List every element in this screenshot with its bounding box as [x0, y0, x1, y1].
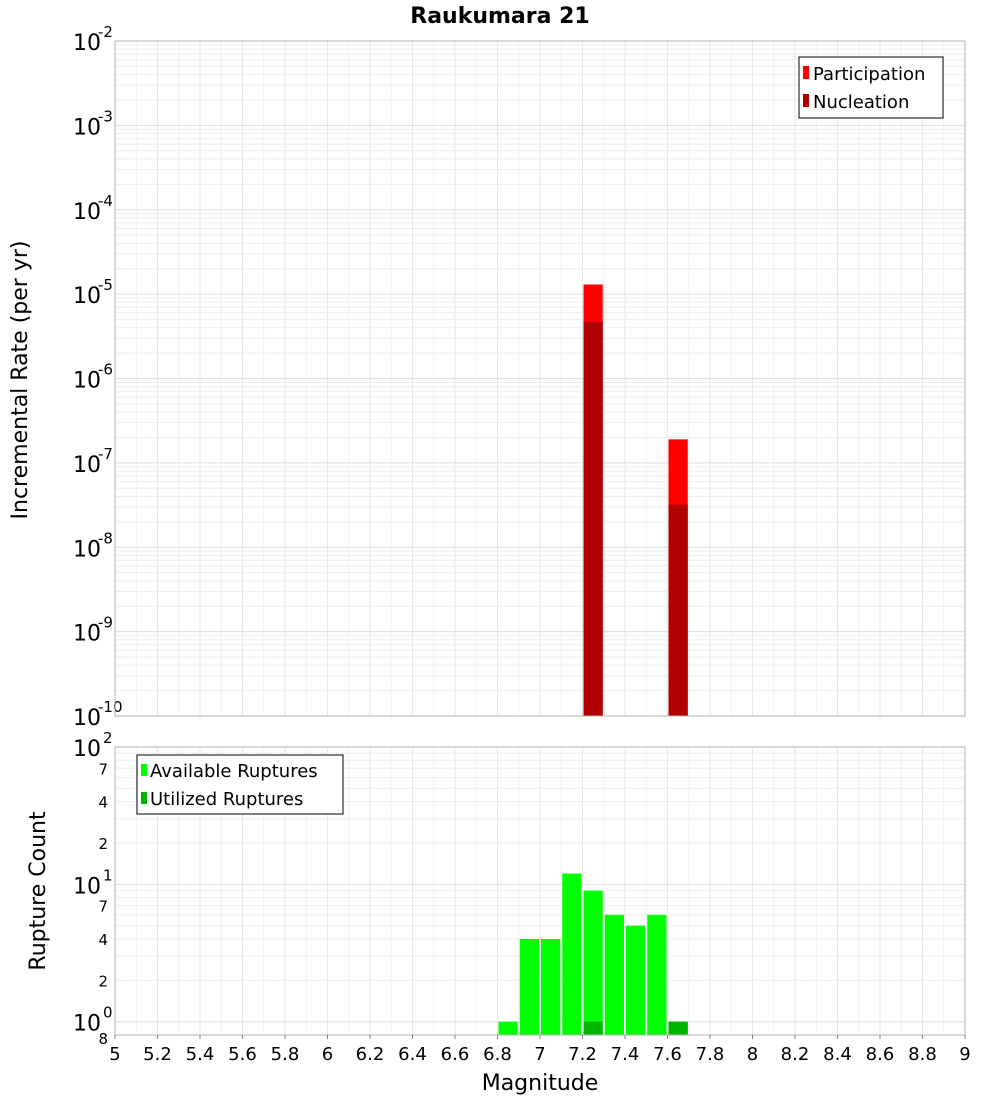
x-tick-label: 5.4	[186, 1044, 215, 1065]
x-tick-label: 5.6	[228, 1044, 257, 1065]
y-tick-label: 10	[73, 1012, 101, 1037]
y-minor-tick-label: 8	[98, 1030, 108, 1048]
x-axis-label: Magnitude	[482, 1071, 599, 1096]
available-ruptures-bar	[626, 925, 646, 1035]
y-tick-label: 10	[73, 874, 101, 899]
utilized-ruptures-bar	[668, 1021, 688, 1035]
bottom-grid	[114, 747, 966, 1035]
y-tick-exponent: -8	[98, 529, 113, 547]
y-tick-exponent: -2	[98, 23, 113, 41]
x-tick-label: 8.4	[823, 1044, 852, 1065]
available-ruptures-bar	[583, 890, 603, 1035]
y-tick-exponent: 1	[103, 866, 113, 884]
y-tick-exponent: -5	[98, 276, 113, 294]
y-minor-tick-label: 4	[98, 931, 108, 949]
top-legend: Participation Nucleation	[798, 56, 944, 119]
y-tick-exponent: -6	[98, 361, 113, 379]
y-tick-exponent: -7	[98, 445, 113, 463]
y-tick-label: 10	[73, 284, 101, 309]
chart-title: Raukumara 21	[410, 4, 589, 29]
legend-available-swatch	[141, 764, 147, 776]
nucleation-bar	[668, 504, 688, 716]
x-tick-label: 7.8	[696, 1044, 725, 1065]
x-tick-label: 7	[534, 1044, 545, 1065]
legend-nucleation-label: Nucleation	[813, 92, 909, 113]
legend-available-label: Available Ruptures	[150, 761, 318, 782]
y-tick-label: 10	[73, 31, 101, 56]
y-tick-exponent: -10	[98, 698, 123, 716]
x-tick-label: 8.2	[781, 1044, 810, 1065]
x-tick-label: 6.8	[483, 1044, 512, 1065]
x-tick-label: 6.6	[441, 1044, 470, 1065]
y-tick-label: 10	[73, 622, 101, 647]
available-ruptures-bar	[498, 1021, 518, 1035]
y-minor-tick-label: 4	[98, 794, 108, 812]
y-tick-label: 10	[73, 706, 101, 731]
top-plot-border	[114, 40, 966, 717]
available-ruptures-bar	[519, 939, 539, 1035]
x-tick-label: 6.2	[356, 1044, 385, 1065]
y-tick-label: 10	[73, 737, 101, 762]
x-tick-label: 5.8	[271, 1044, 300, 1065]
x-tick-label: 7.2	[568, 1044, 597, 1065]
x-tick-label: 6	[322, 1044, 333, 1065]
top-bars	[583, 284, 688, 716]
y-tick-label: 10	[73, 200, 101, 225]
top-grid	[114, 41, 966, 717]
bottom-legend: Available Ruptures Utilized Ruptures	[136, 754, 344, 815]
x-tick-label: 8	[747, 1044, 758, 1065]
legend-utilized-swatch	[141, 792, 147, 804]
x-tick-label: 5.2	[143, 1044, 172, 1065]
top-y-axis-label: Incremental Rate (per yr)	[8, 241, 33, 520]
y-tick-exponent: 2	[103, 729, 113, 747]
y-minor-tick-label: 2	[98, 972, 108, 990]
y-tick-label: 10	[73, 453, 101, 478]
x-tick-label: 9	[959, 1044, 970, 1065]
available-ruptures-bar	[647, 914, 667, 1035]
available-ruptures-bar	[562, 873, 582, 1035]
utilized-ruptures-bar	[583, 1021, 603, 1035]
top-legend-box	[798, 56, 944, 119]
x-tick-label: 6.4	[398, 1044, 427, 1065]
x-ticks: 5 5.2 5.4 5.6 5.8 6 6.2 6.4 6.6 6.8 7 7.2 7.4 7.6 7.8 8…	[109, 1035, 971, 1065]
y-minor-tick-label: 2	[98, 835, 108, 853]
legend-nucleation-swatch	[803, 94, 809, 107]
available-ruptures-bar	[541, 939, 561, 1035]
y-tick-label: 10	[73, 115, 101, 140]
x-tick-label: 8.6	[866, 1044, 895, 1065]
x-tick-label: 7.6	[653, 1044, 682, 1065]
legend-participation-swatch	[803, 66, 809, 79]
available-ruptures-bar	[604, 914, 624, 1035]
x-tick-label: 7.4	[611, 1044, 640, 1065]
y-tick-exponent: -4	[98, 192, 113, 210]
y-tick-exponent: 0	[103, 1004, 113, 1022]
y-tick-exponent: -3	[98, 107, 113, 125]
bottom-bars	[498, 873, 688, 1035]
x-tick-label: 8.8	[908, 1044, 937, 1065]
legend-participation-label: Participation	[813, 64, 925, 85]
y-minor-tick-label: 7	[98, 760, 108, 778]
bottom-y-axis-label: Rupture Count	[26, 811, 51, 971]
y-tick-exponent: -9	[98, 614, 113, 632]
nucleation-bar	[583, 321, 603, 716]
legend-utilized-label: Utilized Ruptures	[150, 789, 303, 810]
x-tick-label: 5	[109, 1044, 120, 1065]
y-tick-label: 10	[73, 537, 101, 562]
bottom-legend-box	[136, 754, 344, 815]
y-tick-label: 10	[73, 369, 101, 394]
y-minor-tick-label: 7	[98, 898, 108, 916]
